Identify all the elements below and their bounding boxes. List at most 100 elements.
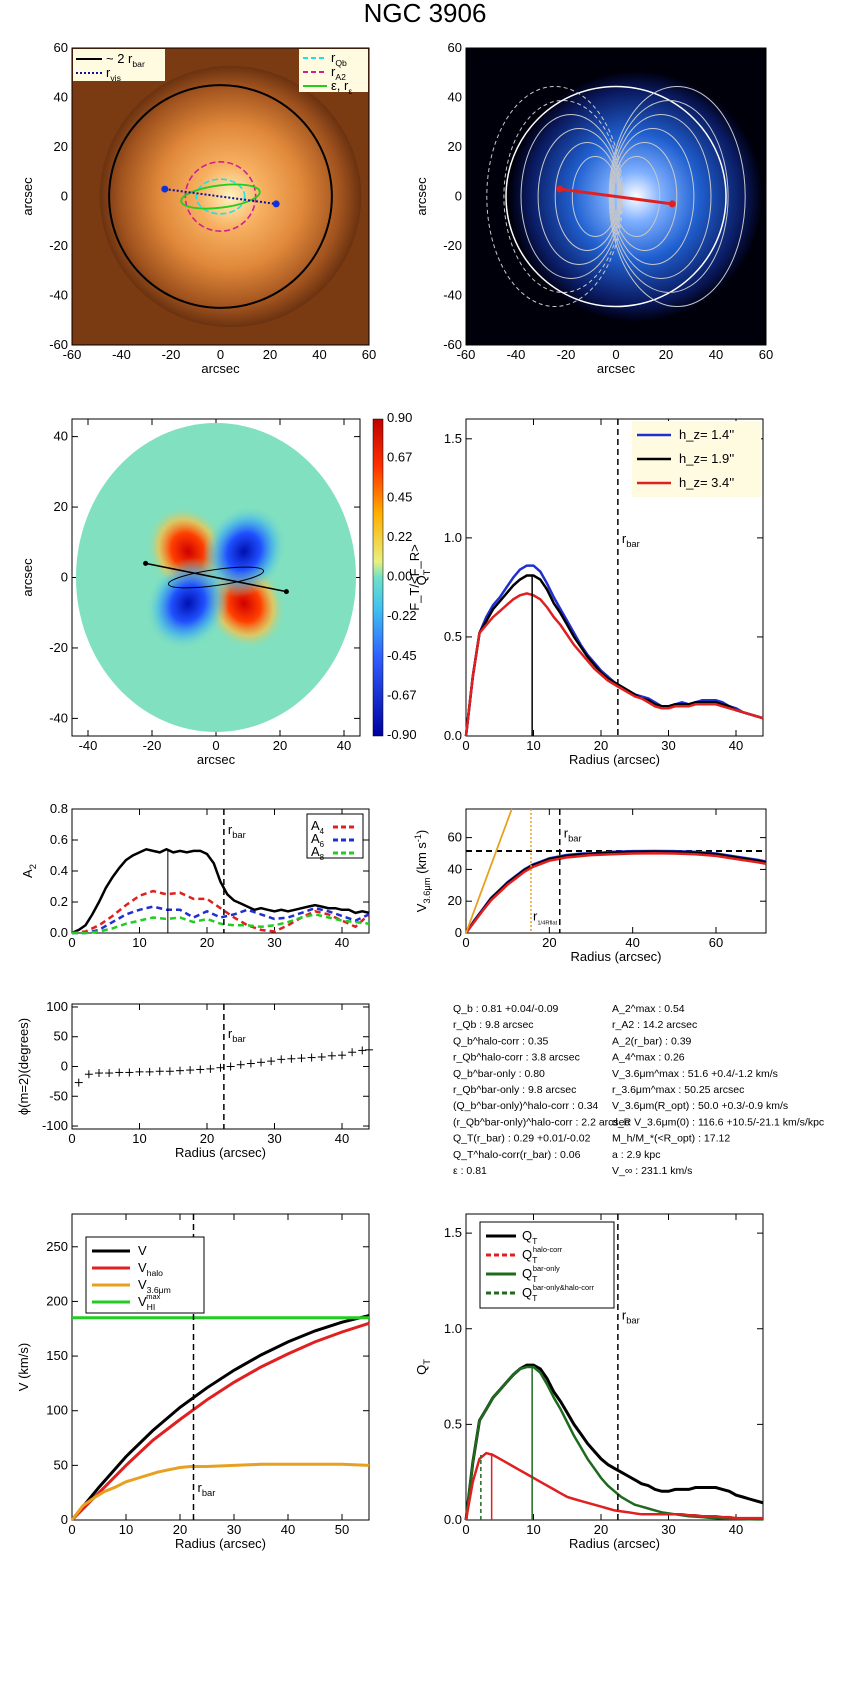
x-tick-label: 40: [335, 1131, 349, 1146]
stats-panel: Q_b : 0.81 +0.04/-0.09 r_Qb : 9.8 arcsec Q…: [453, 1003, 824, 1177]
qt-series-line: [464, 592, 764, 737]
y-tick-label: 20: [54, 139, 68, 154]
y-tick-label: 40: [448, 90, 462, 105]
stat-left-line: (Q_b^bar-only)^halo-corr : 0.34: [453, 1100, 598, 1112]
stat-right-line: M_h/M_*(<R_opt) : 17.12: [612, 1133, 730, 1145]
colorbar: [372, 418, 384, 737]
x-tick-label: 0: [68, 1131, 75, 1146]
velocity-component-line: [70, 1314, 370, 1521]
y-tick-label: -20: [443, 238, 462, 253]
legend-label: h_z= 1.4'': [679, 427, 734, 442]
panel-p7: 0 10 20 30 40 -100 -50 0 50 100 Radius (arcsec) rba…: [16, 999, 373, 1160]
x-tick-label: 0: [462, 1522, 469, 1537]
velocity-component-line: [70, 1462, 370, 1521]
colorbar-tick-label: -0.45: [387, 648, 417, 663]
legend-label: V3.6μm: [138, 1277, 171, 1295]
legend-label: ~ 2 rbar: [106, 51, 145, 69]
stat-left-line: (r_Qb^bar-only)^halo-corr : 2.2 arcsec: [453, 1116, 630, 1128]
panel-p4: 0 10 20 30 40 0.0 0.5 1.0 1.5 Radius (arcsec) rbar…: [414, 418, 764, 767]
y-axis-label: A2: [20, 864, 38, 878]
panel-p3: -40 -20 0 20 40 -40 -20 0 20 40 arcsec 0.90 0.67 0.45…: [20, 410, 422, 767]
x-tick-label: 40: [337, 738, 351, 753]
x-axis-label: Radius (arcsec): [569, 1536, 660, 1551]
legend-label: Vhalo: [138, 1260, 163, 1278]
qt-component-line: [464, 1365, 763, 1521]
y-tick-label: 1.5: [444, 1225, 462, 1240]
y-axis-label: QT: [414, 569, 432, 585]
y-tick-label: 50: [54, 1029, 68, 1044]
legend-label: rQb: [331, 50, 347, 68]
y-tick-label: 100: [46, 1403, 68, 1418]
colorbar-label: F_T/<F_R>: [407, 544, 422, 610]
stat-left-line: Q_b : 0.81 +0.04/-0.09: [453, 1003, 559, 1015]
x-tick-label: 60: [362, 347, 376, 362]
bar-endpoint: [668, 200, 676, 208]
y-tick-label: -50: [49, 1088, 68, 1103]
velocity-series-line: [464, 849, 767, 934]
stat-left-line: Q_b^bar-only : 0.80: [453, 1068, 545, 1080]
stat-right-line: a : 2.9 kpc: [612, 1149, 660, 1161]
y-tick-label: -40: [49, 288, 68, 303]
x-tick-label: -60: [63, 347, 82, 362]
velocity-series-line: [464, 850, 767, 934]
x-axis-label: arcsec: [197, 752, 236, 767]
y-tick-label: -20: [49, 640, 68, 655]
y-tick-label: 40: [448, 861, 462, 876]
x-tick-label: -20: [143, 738, 162, 753]
y-tick-label: 60: [448, 40, 462, 55]
rbar-label: rbar: [564, 826, 582, 844]
bar-endpoint: [556, 185, 564, 193]
x-tick-label: -40: [507, 347, 526, 362]
y-tick-label: 0: [455, 189, 462, 204]
x-tick-label: 20: [173, 1522, 187, 1537]
y-tick-label: 0.8: [50, 801, 68, 816]
y-tick-label: 0: [61, 570, 68, 585]
colorbar-tick-label: -0.67: [387, 687, 417, 702]
bar-endpoint: [161, 185, 169, 193]
colorbar-tick-label: 0.67: [387, 450, 412, 465]
panel-p2: -60 -40 -20 0 20 40 60 -60 -40 -20 0 20 40 60 arcsec ar…: [414, 40, 773, 376]
x-tick-label: 20: [200, 935, 214, 950]
x-tick-label: 20: [659, 347, 673, 362]
y-tick-label: 0.2: [50, 894, 68, 909]
y-tick-label: 0: [61, 189, 68, 204]
y-tick-label: 100: [46, 999, 68, 1014]
x-tick-label: 40: [281, 1522, 295, 1537]
x-tick-label: 40: [335, 935, 349, 950]
bar-line: [145, 562, 287, 593]
circle-boundary: [505, 85, 727, 308]
x-tick-label: 20: [594, 1522, 608, 1537]
y-tick-label: 40: [54, 429, 68, 444]
x-tick-label: 30: [227, 1522, 241, 1537]
y-tick-label: 20: [448, 139, 462, 154]
colorbar-tick-label: 0.90: [387, 410, 412, 425]
stat-right-line: d_R V_3.6μm(0) : 116.6 +10.5/-21.1 km/s/…: [612, 1116, 824, 1128]
x-tick-label: 40: [729, 738, 743, 753]
x-axis-label: arcsec: [201, 361, 240, 376]
y-tick-label: -60: [49, 337, 68, 352]
ellipse-rA2: [184, 161, 257, 232]
stat-right-line: A_2^max : 0.54: [612, 1003, 685, 1015]
y-axis-label: arcsec: [20, 558, 35, 597]
legend-label: QThalo-corr: [522, 1245, 563, 1265]
legend-label: A6: [311, 831, 325, 849]
x-tick-label: 0: [612, 347, 619, 362]
x-axis-label: Radius (arcsec): [175, 1145, 266, 1160]
legend-label: VHImax: [138, 1292, 161, 1312]
y-tick-label: 0.5: [444, 629, 462, 644]
legend-box: [306, 813, 364, 859]
velocity-series-line: [464, 851, 767, 934]
legend-label: QTbar-only&halo-corr: [522, 1283, 595, 1303]
y-tick-label: 60: [54, 40, 68, 55]
y-tick-label: 60: [448, 830, 462, 845]
x-tick-label: -40: [112, 347, 131, 362]
legend-right-box: [299, 49, 368, 92]
legend-label: QTbar-only: [522, 1264, 560, 1284]
axes-frame: [465, 418, 764, 737]
y-tick-label: 0.4: [50, 863, 68, 878]
circle-2rbar: [108, 84, 333, 309]
colorbar-tick-label: 0.45: [387, 489, 412, 504]
y-tick-label: -40: [49, 710, 68, 725]
x-tick-label: 0: [462, 738, 469, 753]
